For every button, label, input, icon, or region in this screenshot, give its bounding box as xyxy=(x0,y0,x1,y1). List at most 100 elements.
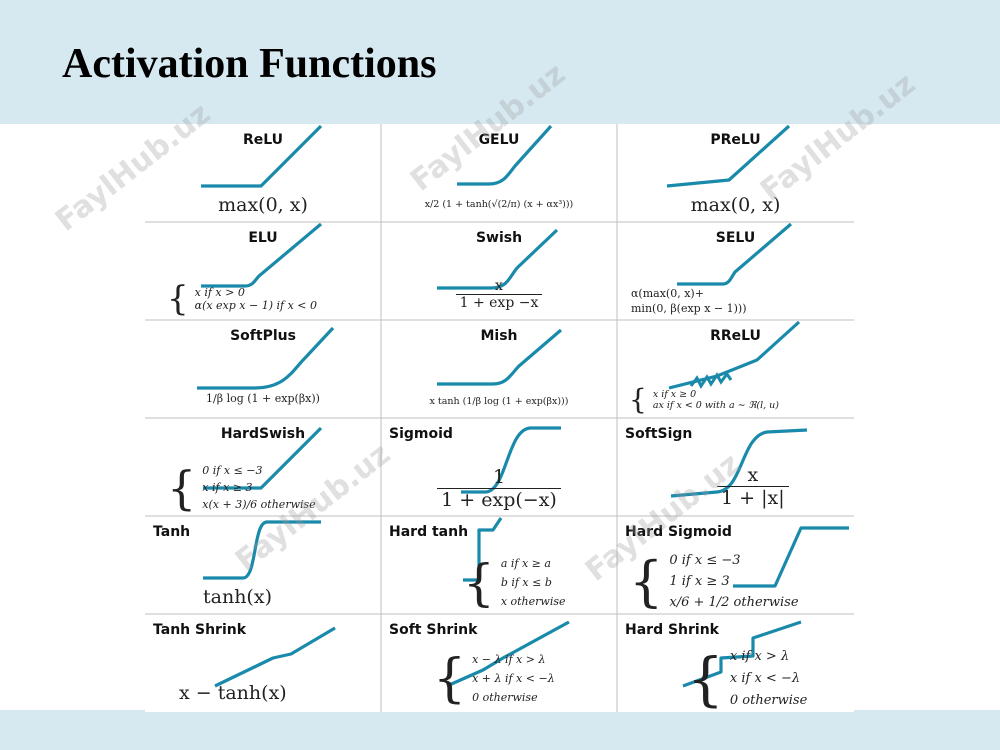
selu-path xyxy=(677,222,793,286)
prelu-curve xyxy=(666,124,791,188)
formula-numerator: x xyxy=(747,464,759,486)
cell-name: Hard tanh xyxy=(389,524,469,540)
selu-curve xyxy=(677,222,793,286)
elu-curve xyxy=(201,222,323,288)
formula-line: α(max(0, x)+ xyxy=(631,287,704,300)
formula-numerator: 1 xyxy=(492,466,506,488)
relu-path xyxy=(201,124,323,188)
cell-name: GELU xyxy=(478,132,520,148)
sigmoid-curve xyxy=(461,426,561,494)
tanhshrink-curve xyxy=(214,626,336,688)
cell-softshrink: Soft Shrink { x − λ if x > λ x + λ if x … xyxy=(381,614,617,712)
activation-functions-grid: ReLU max(0, x) GELU x/2 (1 + tanh(√(2/π)… xyxy=(145,124,854,712)
cell-name: RReLU xyxy=(710,328,761,344)
cell-formula: max(0, x) xyxy=(690,194,781,216)
cell-name: SoftPlus xyxy=(230,328,296,344)
cell-name: SoftSign xyxy=(625,426,693,442)
swish-curve xyxy=(437,228,559,290)
case-line: 0 if x ≤ −3 xyxy=(202,464,263,477)
cell-rrelu: RReLU { x if x ≥ 0 ax if x < 0 with a ∼ … xyxy=(617,320,854,418)
rrelu-noise-path xyxy=(689,371,733,389)
case-line: x if x ≥ 3 xyxy=(202,481,253,494)
hardsigmoid-curve xyxy=(733,526,849,588)
hardswish-path xyxy=(203,426,323,490)
cell-name: PReLU xyxy=(710,132,761,148)
case-line: x if x < −λ xyxy=(729,671,801,686)
cell-cases: { x − λ if x > λ x + λ if x < −λ 0 other… xyxy=(433,648,555,709)
cell-prelu: PReLU max(0, x) xyxy=(617,124,854,222)
case-line: ax if x < 0 with a ∼ ℜ(l, u) xyxy=(652,400,779,411)
cell-mish: Mish x tanh (1/β log (1 + exp(βx))) xyxy=(381,320,617,418)
cell-formula: max(0, x) xyxy=(218,194,308,216)
softshrink-path xyxy=(446,620,570,688)
formula-denominator: 1 + exp −x xyxy=(455,294,543,311)
rrelu-path xyxy=(668,320,801,390)
hardtanh-path xyxy=(463,517,503,582)
case-line: x if x > 0 xyxy=(194,286,245,299)
hardsigmoid-path xyxy=(733,526,849,588)
formula-line: min(0, β(exp x − 1))) xyxy=(631,302,747,315)
hardswish-curve xyxy=(203,426,323,490)
tanh-path xyxy=(203,520,321,580)
cell-hardtanh: Hard tanh { a if x ≥ a b if x ≤ b x othe… xyxy=(381,516,617,614)
mish-curve xyxy=(437,328,563,386)
softplus-path xyxy=(197,326,335,390)
formula-denominator: 1 + |x| xyxy=(717,486,789,509)
cell-cases: { x if x ≥ 0 ax if x < 0 with a ∼ ℜ(l, u… xyxy=(629,383,779,416)
softsign-path xyxy=(670,428,808,498)
cell-formula: tanh(x) xyxy=(203,586,272,608)
cell-name: ReLU xyxy=(242,132,284,148)
cell-hardsigmoid: Hard Sigmoid { 0 if x ≤ −3 1 if x ≥ 3 x/… xyxy=(617,516,854,614)
case-line: 0 otherwise xyxy=(472,691,538,704)
cell-formula: x − tanh(x) xyxy=(179,682,287,704)
cell-hardswish: HardSwish { 0 if x ≤ −3 x if x ≥ 3 x(x +… xyxy=(145,418,381,516)
rrelu-curve xyxy=(668,320,801,390)
cell-hardshrink: Hard Shrink { x if x > λ x if x < −λ 0 o… xyxy=(617,614,854,712)
tanh-curve xyxy=(203,520,321,580)
cell-name: ELU xyxy=(248,230,278,246)
case-line: a if x ≥ a xyxy=(500,557,551,570)
footer-band xyxy=(0,710,1000,750)
cell-cases: { x if x > 0 α(x exp x − 1) if x < 0 xyxy=(167,279,318,319)
grid-lines xyxy=(145,124,854,712)
cell-cases: { 0 if x ≤ −3 x if x ≥ 3 x(x + 3)/6 othe… xyxy=(167,460,316,515)
title-band xyxy=(0,0,1000,124)
cell-name: Hard Shrink xyxy=(625,622,719,638)
cell-name: Sigmoid xyxy=(389,426,453,442)
softsign-curve xyxy=(670,428,808,498)
case-line: x if x > λ xyxy=(729,649,790,664)
case-line: x/6 + 1/2 otherwise xyxy=(669,595,799,610)
cell-tanh: Tanh tanh(x) xyxy=(145,516,381,614)
cell-relu: ReLU max(0, x) xyxy=(145,124,381,222)
gelu-path xyxy=(457,124,553,186)
cell-softplus: SoftPlus 1/β log (1 + exp(βx)) xyxy=(145,320,381,418)
cell-formula: 1/β log (1 + exp(βx)) xyxy=(206,392,320,405)
formula-numerator: x xyxy=(495,278,503,294)
case-line: α(x exp x − 1) if x < 0 xyxy=(194,299,318,312)
cell-tanhshrink: Tanh Shrink x − tanh(x) xyxy=(145,614,381,712)
cell-formula: α(max(0, x)+ min(0, β(exp x − 1))) xyxy=(631,286,747,316)
case-line: 0 otherwise xyxy=(729,693,808,708)
cell-name: Hard Sigmoid xyxy=(625,524,732,540)
cell-formula: x/2 (1 + tanh(√(2/π) (x + αx³))) xyxy=(424,199,574,210)
hardshrink-curve xyxy=(682,620,802,688)
case-line: x − λ if x > λ xyxy=(472,653,546,666)
case-line: x otherwise xyxy=(500,595,566,608)
gelu-curve xyxy=(457,124,553,186)
swish-path xyxy=(437,228,559,290)
case-line: x if x ≥ 0 xyxy=(652,389,697,400)
elu-path xyxy=(201,222,323,288)
softshrink-curve xyxy=(446,620,570,688)
cell-name: Tanh Shrink xyxy=(153,622,247,638)
mish-path xyxy=(437,328,563,386)
case-line: b if x ≤ b xyxy=(500,576,552,589)
cell-cases: { 0 if x ≤ −3 1 if x ≥ 3 x/6 + 1/2 other… xyxy=(629,549,799,613)
softplus-curve xyxy=(197,326,335,390)
cell-name: Swish xyxy=(475,230,523,246)
